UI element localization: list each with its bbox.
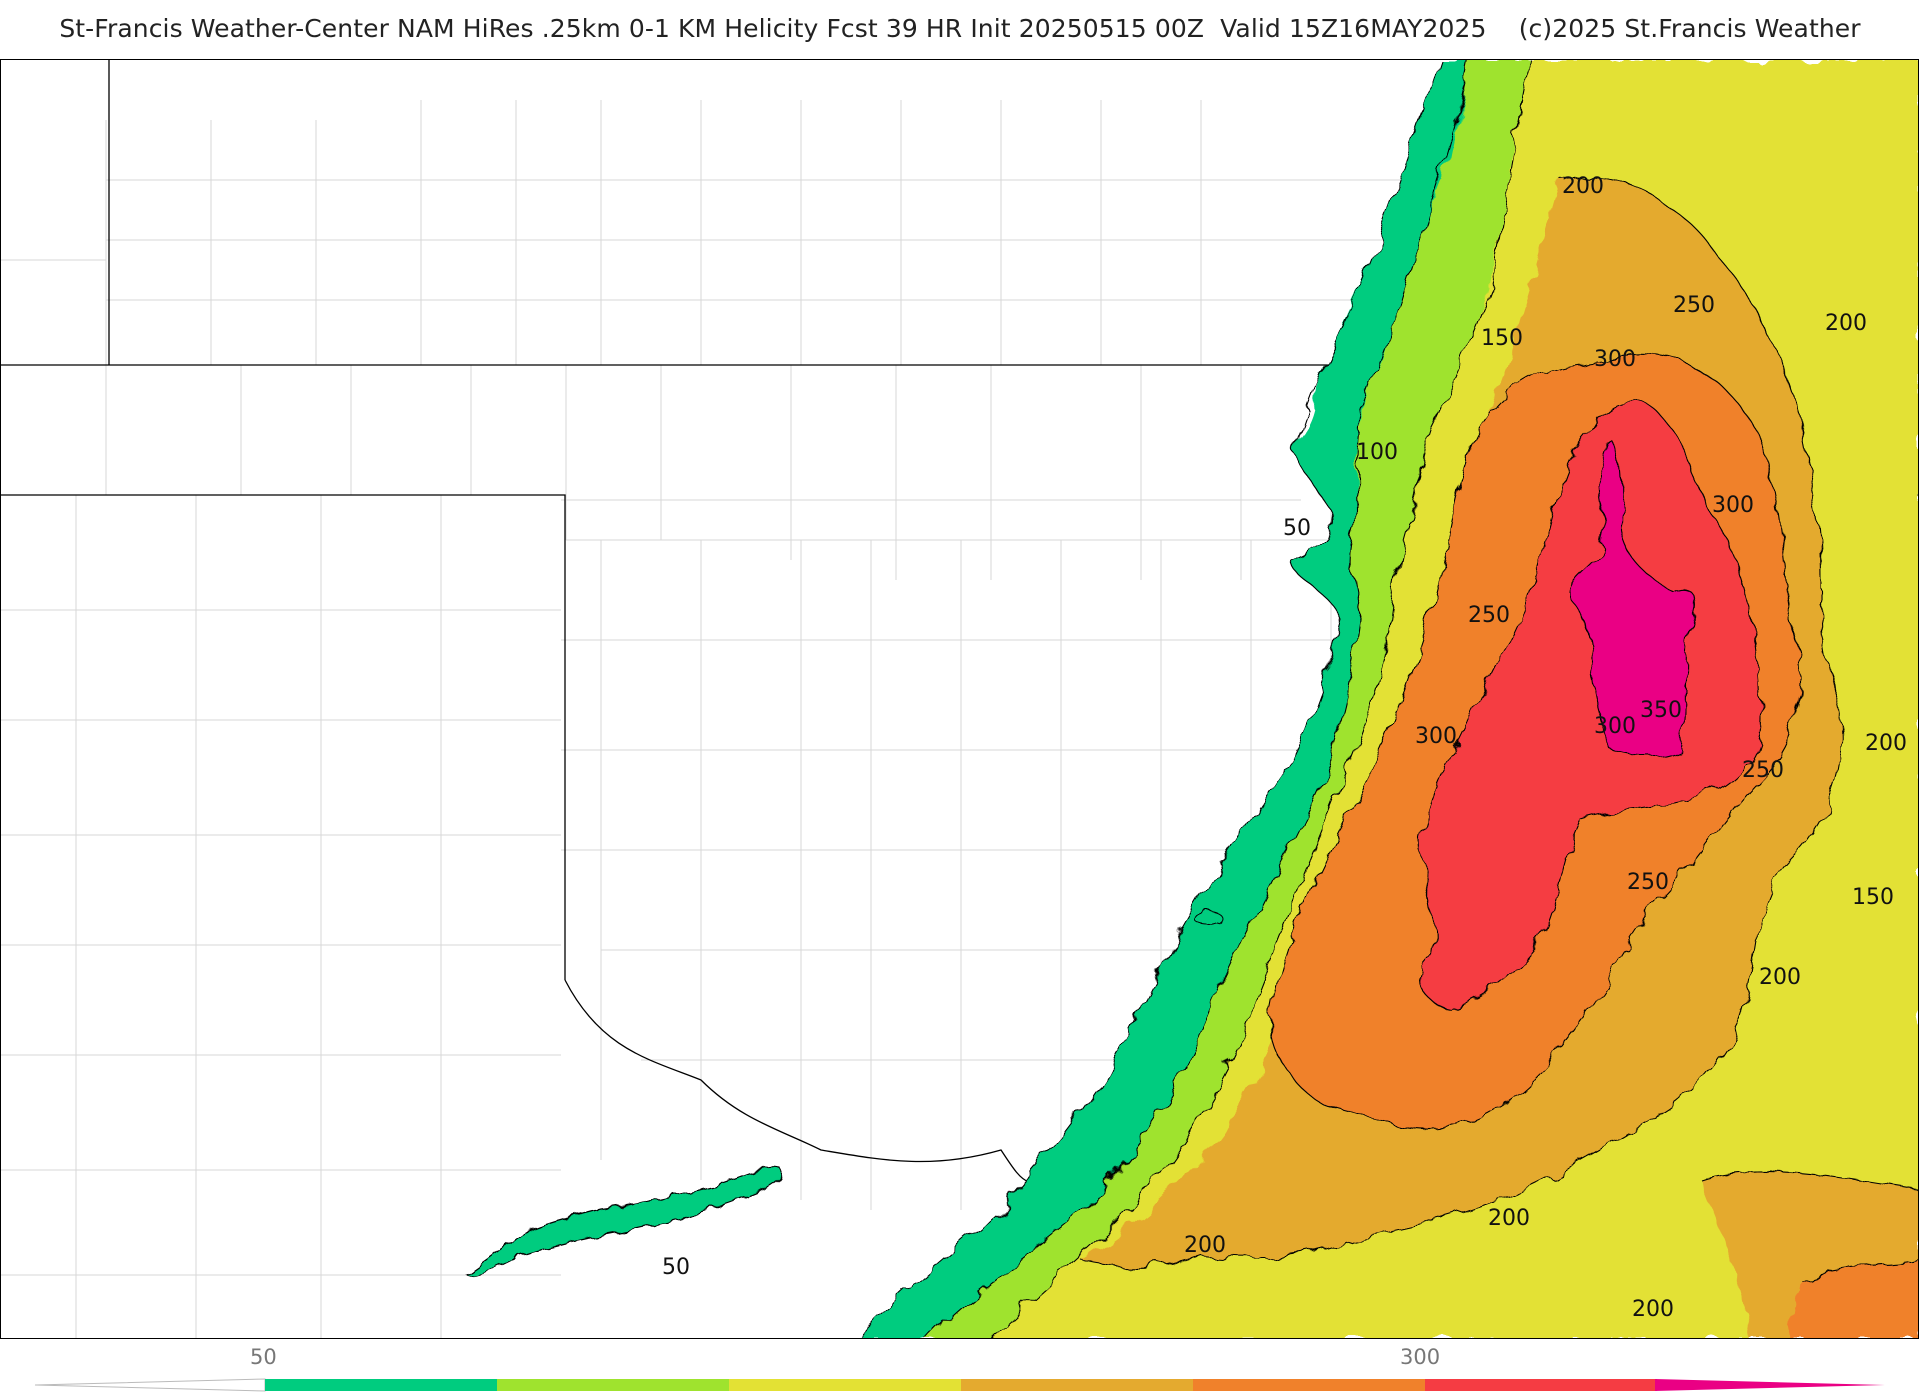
contour-label: 250 bbox=[1742, 758, 1784, 783]
colorbar-low-arrow bbox=[34, 1378, 266, 1392]
shade-250-se bbox=[1791, 1260, 1918, 1338]
contour-label: 200 bbox=[1759, 965, 1801, 990]
colorbar-band bbox=[1425, 1379, 1657, 1391]
colorbar-bands bbox=[265, 1379, 1657, 1391]
contour-label: 150 bbox=[1481, 326, 1523, 351]
contour-label: 50 bbox=[662, 1255, 690, 1280]
contour-label: 250 bbox=[1673, 293, 1715, 318]
map-title: St-Francis Weather-Center NAM HiRes .25k… bbox=[59, 14, 1861, 43]
map-canvas: 200 250 200 150 300 100 300 50 250 350 3… bbox=[1, 60, 1918, 1338]
contour-label: 200 bbox=[1562, 174, 1604, 199]
colorbar-band bbox=[729, 1379, 961, 1391]
contour-label: 300 bbox=[1594, 347, 1636, 372]
contour-label: 100 bbox=[1356, 440, 1398, 465]
colorbar-tick-label: 300 bbox=[1400, 1345, 1441, 1369]
contour-label: 250 bbox=[1627, 870, 1669, 895]
contour-label: 200 bbox=[1865, 731, 1907, 756]
colorbar-band bbox=[265, 1379, 497, 1391]
contour-label: 300 bbox=[1594, 714, 1636, 739]
colorbar-band bbox=[961, 1379, 1193, 1391]
contour-label: 50 bbox=[1283, 516, 1311, 541]
helicity-map[interactable]: 200 250 200 150 300 100 300 50 250 350 3… bbox=[0, 59, 1919, 1339]
contour-label: 350 bbox=[1640, 698, 1682, 723]
contour-label: 200 bbox=[1488, 1206, 1530, 1231]
contour-lines bbox=[857, 60, 1918, 1338]
shade-300 bbox=[1420, 400, 1761, 1010]
contour-label: 250 bbox=[1468, 603, 1510, 628]
contour-labels: 200 250 200 150 300 100 300 50 250 350 3… bbox=[662, 174, 1907, 1322]
colorbar-band bbox=[497, 1379, 729, 1391]
contour-label: 150 bbox=[1852, 885, 1894, 910]
contour-label: 200 bbox=[1184, 1233, 1226, 1258]
colorbar-band bbox=[1193, 1379, 1425, 1391]
contour-label: 300 bbox=[1712, 493, 1754, 518]
contour-label: 200 bbox=[1825, 311, 1867, 336]
shade-50-sw-blob bbox=[465, 910, 1223, 1276]
contour-label: 300 bbox=[1415, 724, 1457, 749]
colorbar-high-arrow bbox=[1655, 1379, 1885, 1391]
helicity-shading bbox=[857, 60, 1918, 1338]
colorbar-tick-label: 50 bbox=[250, 1345, 277, 1369]
colorbar bbox=[34, 1378, 1885, 1392]
shade-350 bbox=[1568, 440, 1695, 758]
contour-label: 200 bbox=[1632, 1297, 1674, 1322]
